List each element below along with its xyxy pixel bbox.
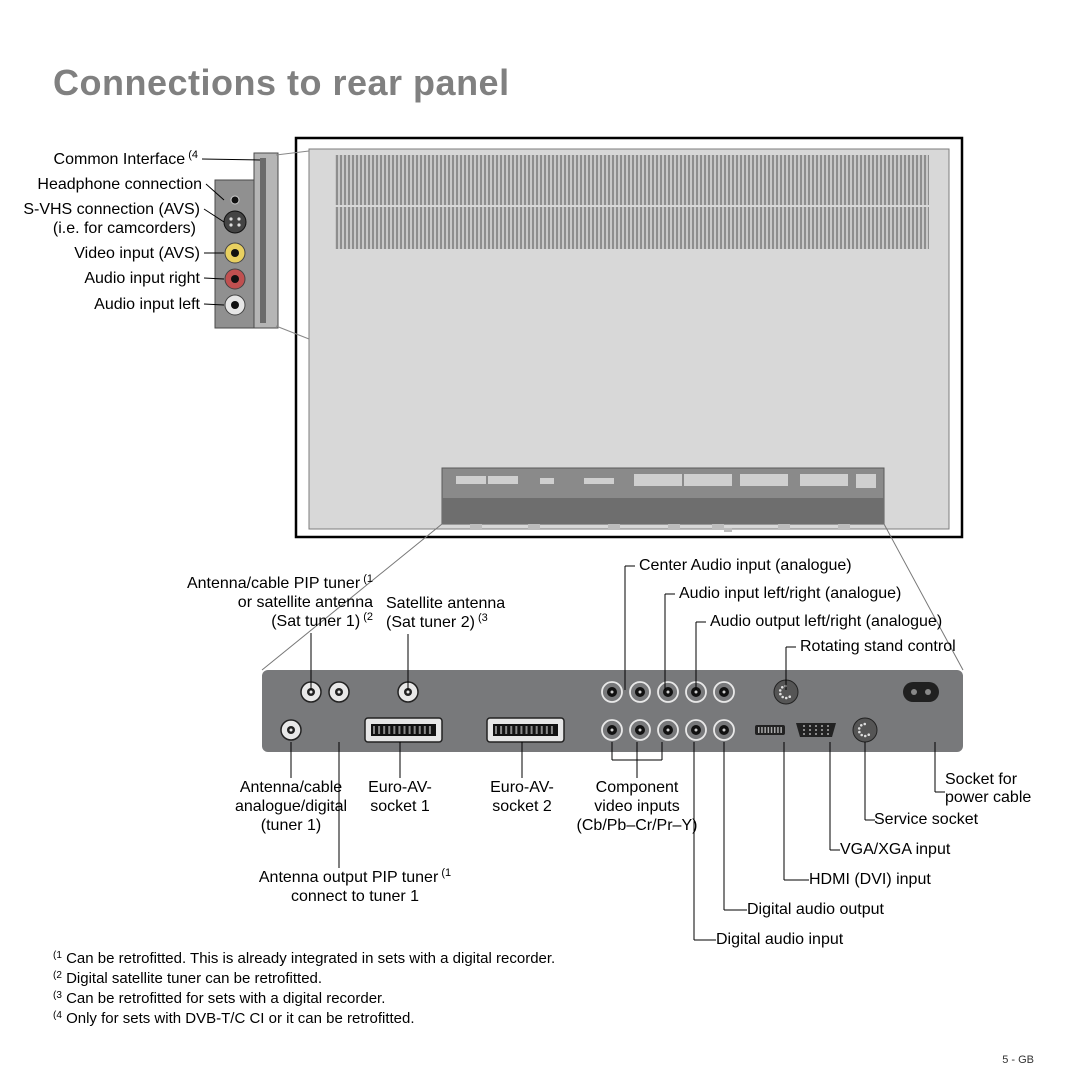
svg-text:(2 Digital satellite tuner can: (2 Digital satellite tuner can be retrof… — [53, 970, 322, 987]
svg-text:(Sat tuner 1) (2: (Sat tuner 1) (2 — [271, 611, 373, 630]
svg-text:Euro-AV-: Euro-AV- — [490, 779, 554, 796]
svg-text:Component: Component — [596, 779, 679, 796]
svg-text:Antenna/cable PIP tuner (1: Antenna/cable PIP tuner (1 — [187, 573, 373, 592]
svg-text:VGA/XGA input: VGA/XGA input — [840, 841, 951, 858]
svg-text:(3 Can be retrofitted for sets: (3 Can be retrofitted for sets with a di… — [53, 990, 385, 1007]
svg-text:Audio input right: Audio input right — [84, 270, 200, 287]
svg-text:Audio output left/right (analo: Audio output left/right (analogue) — [710, 613, 942, 630]
svg-text:analogue/digital: analogue/digital — [235, 798, 347, 815]
svg-text:(tuner 1): (tuner 1) — [261, 817, 321, 834]
svg-text:Audio input left: Audio input left — [94, 296, 200, 313]
svg-text:(Cb/Pb–Cr/Pr–Y): (Cb/Pb–Cr/Pr–Y) — [577, 817, 698, 834]
svg-text:Digital audio output: Digital audio output — [747, 901, 885, 918]
svg-text:Antenna/cable: Antenna/cable — [240, 779, 342, 796]
svg-text:socket 1: socket 1 — [370, 798, 430, 815]
svg-text:Rotating stand control: Rotating stand control — [800, 638, 956, 655]
svg-text:Audio input left/right (analog: Audio input left/right (analogue) — [679, 585, 901, 602]
svg-text:(1 Can be retrofitted. This is: (1 Can be retrofitted. This is already i… — [53, 950, 555, 967]
svg-text:Common Interface (4: Common Interface (4 — [54, 149, 198, 168]
svg-text:Headphone connection: Headphone connection — [37, 176, 202, 193]
svg-text:S-VHS connection (AVS): S-VHS connection (AVS) — [23, 201, 200, 218]
page-footer: 5 - GB — [1002, 1054, 1034, 1066]
svg-text:(Sat tuner 2) (3: (Sat tuner 2) (3 — [386, 612, 488, 631]
svg-text:Service socket: Service socket — [874, 811, 979, 828]
svg-text:connect to tuner 1: connect to tuner 1 — [291, 888, 419, 905]
svg-text:power cable: power cable — [945, 789, 1031, 806]
svg-text:(4 Only for sets with DVB-T/C: (4 Only for sets with DVB-T/C CI or it c… — [53, 1010, 415, 1027]
svg-text:Satellite antenna: Satellite antenna — [386, 595, 505, 612]
svg-text:Center Audio input (analogue): Center Audio input (analogue) — [639, 557, 852, 574]
svg-text:Digital audio input: Digital audio input — [716, 931, 844, 948]
svg-text:Video input (AVS): Video input (AVS) — [74, 245, 200, 262]
svg-text:socket 2: socket 2 — [492, 798, 552, 815]
diagram: Common Interface (4 Headphone connection S… — [0, 0, 1080, 1080]
svg-text:Socket for: Socket for — [945, 771, 1018, 788]
svg-text:Euro-AV-: Euro-AV- — [368, 779, 432, 796]
side-avs-panel — [215, 153, 278, 328]
svg-text:(i.e. for camcorders): (i.e. for camcorders) — [53, 220, 196, 237]
svg-text:Antenna output PIP tuner (1: Antenna output PIP tuner (1 — [259, 867, 451, 886]
tv-rear — [296, 138, 962, 537]
svg-text:or satellite antenna: or satellite antenna — [238, 594, 373, 611]
svg-text:HDMI (DVI) input: HDMI (DVI) input — [809, 871, 931, 888]
svg-text:video inputs: video inputs — [594, 798, 679, 815]
